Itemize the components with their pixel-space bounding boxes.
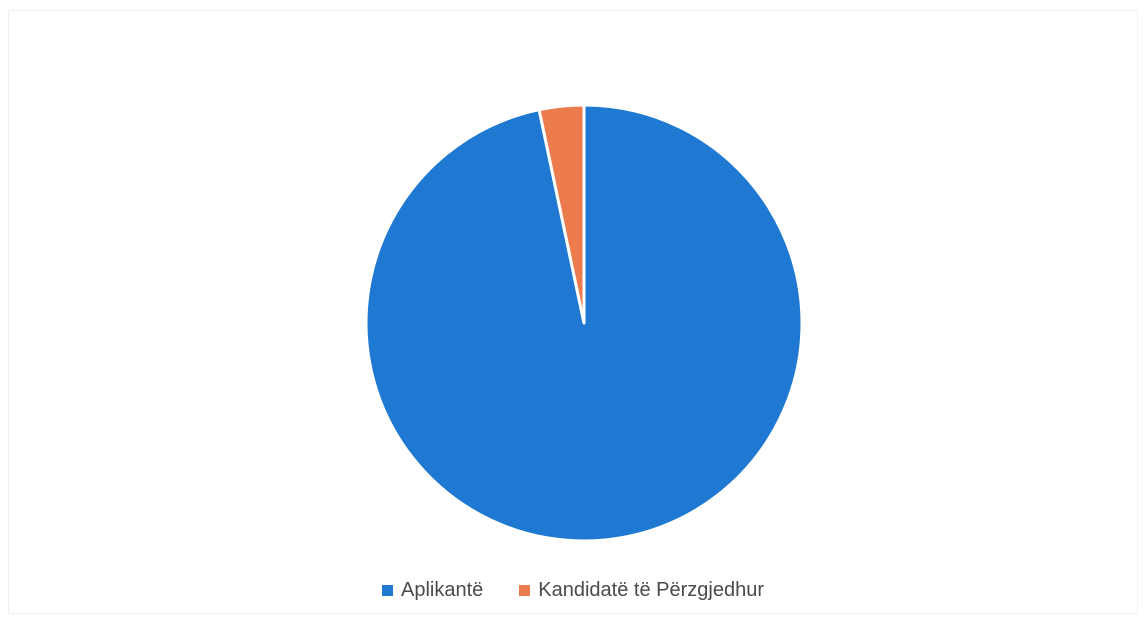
legend: Aplikantë Kandidatë të Përzgjedhur bbox=[0, 579, 1146, 602]
legend-label-kandidate: Kandidatë të Përzgjedhur bbox=[538, 579, 764, 601]
legend-swatch-aplikante bbox=[382, 585, 393, 596]
legend-label-aplikante: Aplikantë bbox=[401, 579, 484, 601]
pie-slice-kandidate bbox=[537, 103, 586, 325]
chart-frame bbox=[8, 10, 1138, 614]
legend-swatch-kandidate bbox=[519, 585, 531, 596]
legend-item-aplikante: Aplikantë bbox=[382, 579, 483, 602]
legend-item-kandidate: Kandidatë të Përzgjedhur bbox=[519, 579, 764, 602]
